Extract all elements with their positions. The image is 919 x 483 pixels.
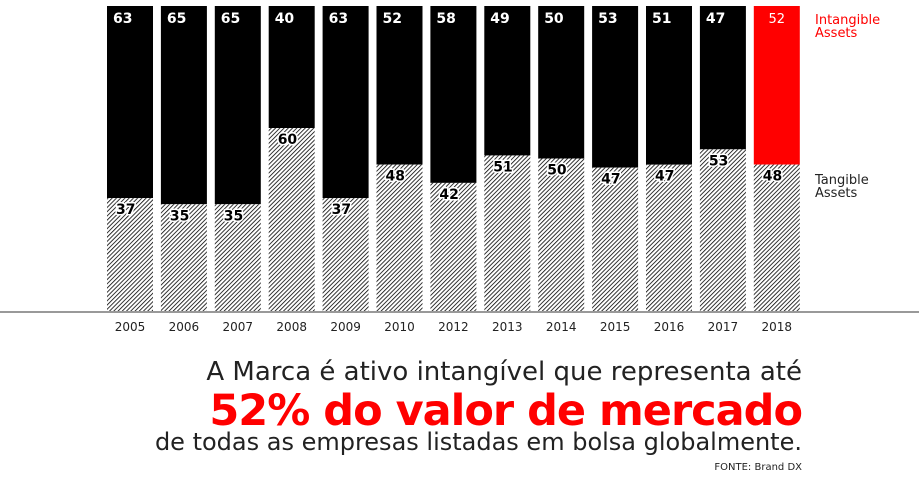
bar-tangible-2007 — [214, 204, 261, 311]
bar-tangible-2009 — [322, 198, 369, 311]
label-tangible-2005: 37 — [116, 202, 135, 218]
label-tangible-2006: 35 — [170, 208, 189, 224]
bar-tangible-2008 — [268, 128, 315, 311]
bar-intangible-2017 — [699, 6, 746, 150]
x-tick-2006: 2006 — [169, 320, 200, 334]
legend-intangible-label: Intangible Assets — [815, 13, 880, 41]
label-intangible-2012: 58 — [436, 11, 455, 27]
caption-highlight: 52% do valor de mercado — [209, 386, 803, 436]
label-tangible-2015: 47 — [601, 172, 620, 188]
bar-tangible-2013 — [484, 155, 531, 311]
stacked-bar-chart: 63 37 65 35 65 35 40 60 63 37 52 48 58 42 49 51 50 50 53 47… — [0, 6, 919, 334]
bar-intangible-2007 — [214, 6, 261, 205]
bar-tangible-2018 — [753, 164, 800, 311]
bar-intangible-2014 — [538, 6, 585, 159]
label-intangible-2008: 40 — [275, 11, 295, 27]
bar-intangible-2005 — [107, 6, 153, 199]
label-intangible-2010: 52 — [383, 11, 402, 27]
caption-line-3: de todas as empresas listadas em bolsa g… — [154, 428, 802, 456]
bar-intangible-2008 — [268, 6, 315, 128]
label-intangible-2015: 53 — [598, 11, 617, 27]
source-note: FONTE: Brand DX — [714, 462, 802, 473]
label-tangible-2017: 53 — [709, 153, 728, 169]
label-tangible-2012: 42 — [439, 187, 458, 203]
label-intangible-2006: 65 — [167, 11, 186, 27]
bar-tangible-2015 — [592, 167, 639, 311]
label-intangible-2018: 52 — [769, 12, 786, 27]
x-tick-2005: 2005 — [115, 320, 146, 334]
label-tangible-2016: 47 — [655, 169, 674, 185]
label-tangible-2018: 48 — [763, 169, 782, 185]
bar-intangible-2016 — [646, 6, 692, 165]
x-tick-2013: 2013 — [492, 320, 523, 334]
x-tick-2018: 2018 — [762, 320, 793, 334]
label-intangible-2017: 47 — [706, 11, 725, 27]
label-tangible-2014: 50 — [547, 163, 567, 179]
label-intangible-2016: 51 — [652, 11, 671, 27]
x-tick-2010: 2010 — [384, 320, 415, 334]
x-tick-2015: 2015 — [600, 320, 631, 334]
x-tick-2014: 2014 — [546, 320, 577, 334]
bar-intangible-2009 — [322, 6, 369, 199]
bar-tangible-2012 — [430, 182, 477, 311]
bar-intangible-2013 — [484, 6, 531, 156]
label-tangible-2009: 37 — [332, 202, 351, 218]
x-tick-2012: 2012 — [438, 320, 469, 334]
x-tick-2017: 2017 — [708, 320, 739, 334]
bar-tangible-2005 — [107, 198, 153, 311]
bar-tangible-2016 — [646, 164, 692, 311]
bar-tangible-2014 — [538, 158, 585, 311]
label-intangible-2013: 49 — [490, 11, 509, 27]
label-intangible-2007: 65 — [221, 11, 240, 27]
bar-tangible-2006 — [160, 204, 207, 311]
bar-tangible-2017 — [699, 149, 746, 311]
bar-intangible-2010 — [376, 6, 423, 165]
x-tick-2008: 2008 — [276, 320, 307, 334]
bar-intangible-2015 — [592, 6, 639, 168]
x-tick-2007: 2007 — [223, 320, 254, 334]
legend-tangible-label: Tangible Assets — [814, 173, 869, 201]
label-tangible-2008: 60 — [278, 132, 298, 148]
label-intangible-2005: 63 — [113, 11, 132, 27]
bar-tangible-2010 — [376, 164, 423, 311]
bar-intangible-2012 — [430, 6, 477, 183]
bar-intangible-2018 — [753, 6, 800, 165]
label-tangible-2010: 48 — [386, 169, 405, 185]
label-tangible-2013: 51 — [493, 159, 512, 175]
label-tangible-2007: 35 — [224, 208, 243, 224]
x-tick-2016: 2016 — [654, 320, 685, 334]
caption-line-1: A Marca é ativo intangível que represent… — [206, 357, 802, 387]
label-intangible-2014: 50 — [544, 11, 564, 27]
label-intangible-2009: 63 — [329, 11, 348, 27]
bar-intangible-2006 — [160, 6, 207, 205]
x-tick-2009: 2009 — [330, 320, 361, 334]
